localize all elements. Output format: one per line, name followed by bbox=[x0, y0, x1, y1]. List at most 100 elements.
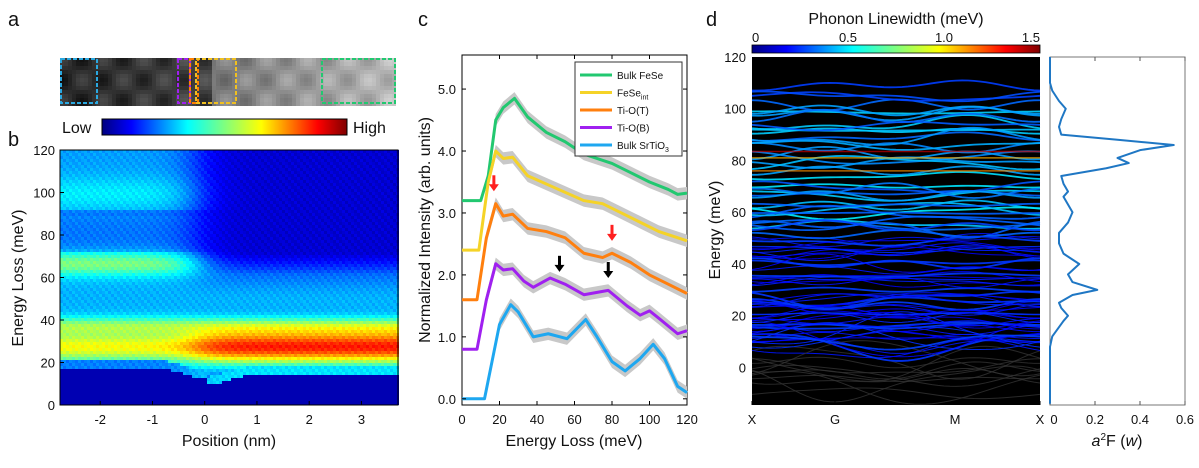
heatmap-cell bbox=[183, 150, 186, 153]
stem-pixel bbox=[272, 102, 276, 106]
heatmap-cell bbox=[135, 363, 138, 366]
stem-pixel bbox=[264, 74, 268, 78]
heatmap-cell bbox=[189, 219, 192, 222]
heatmap-cell bbox=[180, 270, 183, 273]
stem-pixel bbox=[352, 82, 356, 86]
stem-pixel bbox=[200, 98, 204, 102]
stem-pixel bbox=[268, 102, 272, 106]
stem-pixel bbox=[372, 90, 376, 94]
heatmap-cell bbox=[96, 288, 99, 291]
heatmap-cell bbox=[120, 402, 123, 405]
heatmap-cell bbox=[111, 399, 114, 402]
heatmap-cell bbox=[186, 243, 189, 246]
heatmap-cell bbox=[177, 246, 180, 249]
heatmap-cell bbox=[84, 240, 87, 243]
heatmap-cell bbox=[114, 252, 117, 255]
heatmap-cell bbox=[138, 327, 141, 330]
heatmap-cell bbox=[75, 351, 78, 354]
heatmap-cell bbox=[99, 387, 102, 390]
heatmap-cell bbox=[90, 168, 93, 171]
heatmap-cell bbox=[90, 153, 93, 156]
heatmap-cell bbox=[99, 249, 102, 252]
heatmap-cell bbox=[78, 249, 81, 252]
heatmap-cell bbox=[189, 237, 192, 240]
heatmap-cell bbox=[63, 294, 66, 297]
heatmap-cell bbox=[63, 210, 66, 213]
heatmap-cell bbox=[108, 393, 111, 396]
heatmap-cell bbox=[135, 324, 138, 327]
heatmap-cell bbox=[102, 282, 105, 285]
heatmap-cell bbox=[96, 324, 99, 327]
heatmap-cell bbox=[120, 222, 123, 225]
heatmap-cell bbox=[138, 300, 141, 303]
stem-pixel bbox=[376, 62, 380, 66]
heatmap-cell bbox=[147, 318, 150, 321]
heatmap-cell bbox=[108, 225, 111, 228]
stem-pixel bbox=[288, 78, 292, 82]
heatmap-cell bbox=[132, 360, 135, 363]
heatmap-cell bbox=[75, 162, 78, 165]
heatmap-cell bbox=[96, 396, 99, 399]
heatmap-cell bbox=[114, 357, 117, 360]
heatmap-cell bbox=[75, 246, 78, 249]
heatmap-cell bbox=[150, 354, 153, 357]
heatmap-cell bbox=[186, 282, 189, 285]
heatmap-cell bbox=[69, 213, 72, 216]
stem-pixel bbox=[156, 62, 160, 66]
heatmap-cell bbox=[186, 321, 189, 324]
heatmap-cell bbox=[78, 390, 81, 393]
heatmap-cell bbox=[93, 183, 96, 186]
heatmap-cell bbox=[129, 159, 132, 162]
heatmap-cell bbox=[60, 330, 63, 333]
heatmap-cell bbox=[66, 198, 69, 201]
heatmap-cell bbox=[120, 384, 123, 387]
heatmap-cell bbox=[153, 348, 156, 351]
heatmap-cell bbox=[192, 216, 195, 219]
heatmap-cell bbox=[159, 318, 162, 321]
heatmap-cell bbox=[198, 276, 201, 279]
heatmap-cell bbox=[81, 180, 84, 183]
stem-pixel bbox=[160, 90, 164, 94]
stem-pixel bbox=[260, 78, 264, 82]
stem-pixel bbox=[316, 102, 320, 106]
heatmap-cell bbox=[69, 159, 72, 162]
heatmap-cell bbox=[150, 267, 153, 270]
heatmap-cell bbox=[108, 372, 111, 375]
stem-pixel bbox=[232, 74, 236, 78]
heatmap-cell bbox=[135, 312, 138, 315]
heatmap-cell bbox=[150, 270, 153, 273]
stem-pixel bbox=[144, 62, 148, 66]
stem-pixel bbox=[276, 70, 280, 74]
heatmap-cell bbox=[123, 309, 126, 312]
heatmap-cell bbox=[84, 387, 87, 390]
heatmap-cell bbox=[105, 327, 108, 330]
heatmap-cell bbox=[186, 195, 189, 198]
heatmap-cell bbox=[198, 225, 201, 228]
stem-pixel bbox=[136, 94, 140, 98]
heatmap-cell bbox=[162, 264, 165, 267]
stem-pixel bbox=[316, 74, 320, 78]
heatmap-cell bbox=[174, 399, 177, 402]
heatmap-cell bbox=[141, 363, 144, 366]
heatmap-cell bbox=[177, 276, 180, 279]
heatmap-cell bbox=[150, 333, 153, 336]
heatmap-cell bbox=[117, 177, 120, 180]
heatmap-cell bbox=[174, 285, 177, 288]
stem-pixel bbox=[360, 62, 364, 66]
heatmap-cell bbox=[177, 174, 180, 177]
heatmap-cell bbox=[186, 246, 189, 249]
heatmap-cell bbox=[141, 390, 144, 393]
heatmap-cell bbox=[81, 354, 84, 357]
heatmap-cell bbox=[60, 399, 63, 402]
heatmap-cell bbox=[159, 219, 162, 222]
heatmap-cell bbox=[177, 384, 180, 387]
heatmap-cell bbox=[132, 279, 135, 282]
heatmap-cell bbox=[84, 327, 87, 330]
heatmap-cell bbox=[180, 255, 183, 258]
heatmap-cell bbox=[186, 177, 189, 180]
heatmap-cell bbox=[69, 366, 72, 369]
heatmap-cell bbox=[141, 375, 144, 378]
heatmap-cell bbox=[153, 228, 156, 231]
heatmap-cell bbox=[192, 291, 195, 294]
heatmap-cell bbox=[192, 237, 195, 240]
